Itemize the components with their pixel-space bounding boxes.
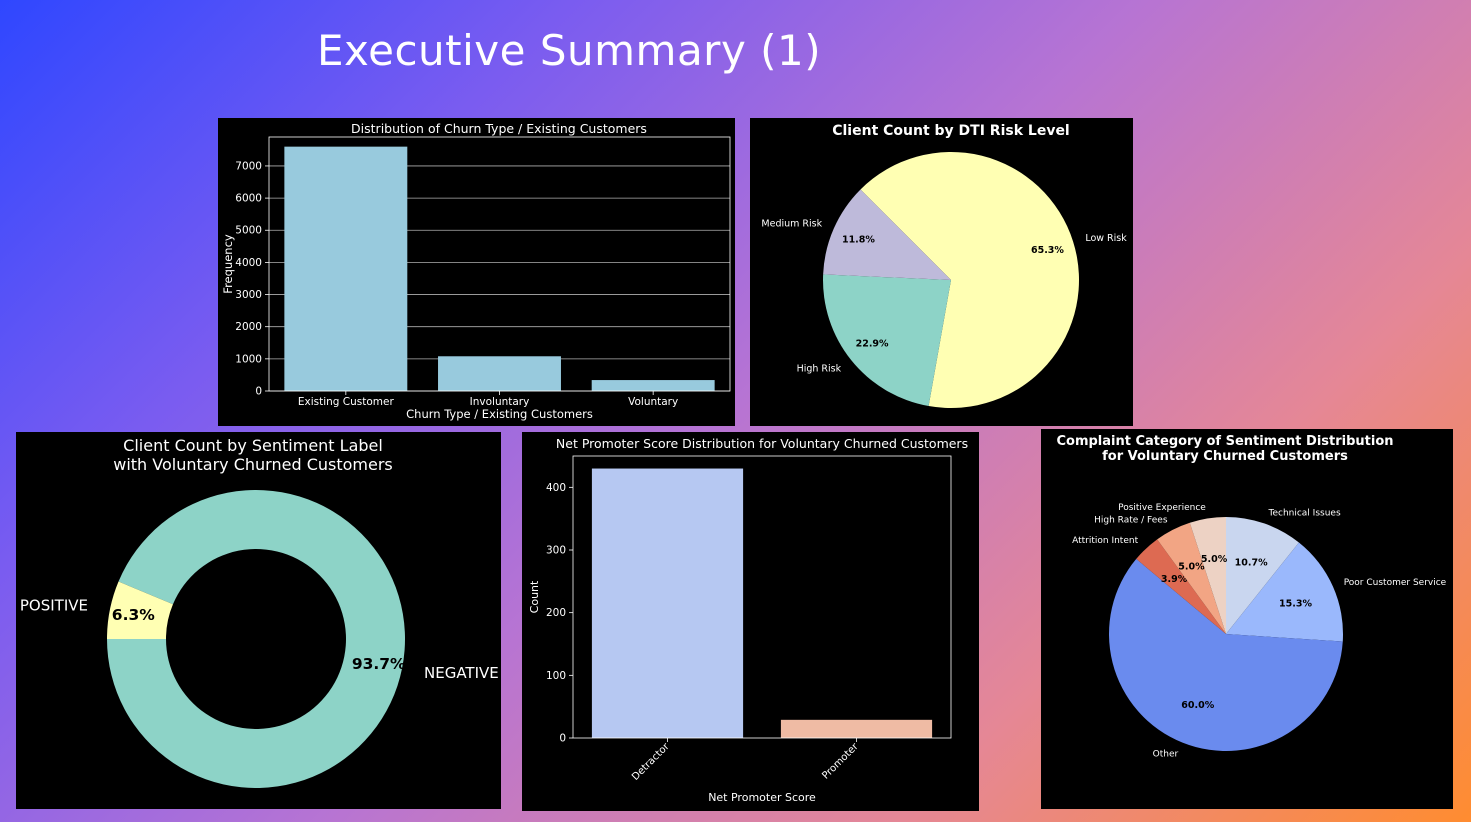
- x-axis-label: Churn Type / Existing Customers: [406, 407, 593, 421]
- chart-title: Net Promoter Score Distribution for Volu…: [556, 436, 968, 451]
- sentiment-svg: NEGATIVE 93.7% POSITIVE 6.3% Client Count by…: [20, 436, 499, 788]
- slice-pct-label: 5.0%: [1178, 562, 1205, 573]
- x-tick-label: Detractor: [630, 741, 672, 783]
- y-tick-label: 0: [255, 386, 262, 398]
- slice-label: Technical Issues: [1267, 509, 1340, 519]
- y-axis-label: Frequency: [221, 234, 235, 294]
- x-tick-label: Voluntary: [628, 396, 678, 408]
- chart-title: Client Count by DTI Risk Level: [832, 123, 1070, 139]
- nps-chart: 0 100 200 300 400 Detractor Promoter Net Promot…: [522, 432, 979, 811]
- bar-voluntary: [591, 380, 715, 391]
- chart-title: Distribution of Churn Type / Existing Cu…: [351, 121, 647, 136]
- y-tick-label: 3000: [235, 289, 262, 301]
- slice-high-rate-fees: [1157, 522, 1226, 634]
- x-tick-label: Involuntary: [470, 396, 530, 408]
- slice-label: Medium Risk: [761, 219, 822, 230]
- slice-label: POSITIVE: [20, 597, 88, 615]
- x-tick-label: Promoter: [820, 741, 861, 782]
- slice-label: High Risk: [797, 363, 842, 374]
- y-tick-label: 5000: [235, 225, 262, 237]
- slice-pct-label: 22.9%: [856, 339, 889, 350]
- y-tick-label: 200: [546, 607, 566, 619]
- dti-risk-svg: Low Risk 65.3% High Risk 22.9% Medium Risk 11…: [761, 123, 1127, 408]
- x-tick-label: Existing Customer: [298, 396, 395, 408]
- slice-label: NEGATIVE: [424, 664, 499, 682]
- sentiment-chart: NEGATIVE 93.7% POSITIVE 6.3% Client Count by…: [16, 432, 501, 809]
- slice-label: High Rate / Fees: [1094, 516, 1168, 526]
- churn-type-svg: 0 1000 2000 3000 4000 5000 6000 7000 Existing Cu…: [221, 121, 731, 421]
- y-tick-label: 2000: [235, 321, 262, 333]
- y-tick-label: 7000: [235, 160, 262, 172]
- slice-pct-label: 3.9%: [1161, 574, 1188, 585]
- slice-poor-customer-service: [1226, 542, 1343, 642]
- bar-existing-customer: [284, 146, 408, 391]
- slice-high-risk: [823, 274, 951, 407]
- y-tick-label: 6000: [235, 193, 262, 205]
- y-tick-label: 4000: [235, 257, 262, 269]
- complaint-chart: Technical Issues 10.7% Poor Customer Servi…: [1041, 429, 1453, 809]
- chart-title: Complaint Category of Sentiment Distribu…: [1056, 434, 1393, 449]
- slice-label: Attrition Intent: [1072, 536, 1138, 546]
- chart-title: with Voluntary Churned Customers: [113, 455, 393, 474]
- dti-risk-chart: Low Risk 65.3% High Risk 22.9% Medium Risk 11…: [750, 118, 1133, 426]
- slice-low-risk: [860, 152, 1079, 408]
- nps-svg: 0 100 200 300 400 Detractor Promoter Net Promot…: [528, 436, 968, 804]
- y-tick-label: 100: [546, 670, 566, 682]
- chart-title: for Voluntary Churned Customers: [1102, 449, 1348, 464]
- slice-pct-label: 5.0%: [1201, 554, 1228, 565]
- bar-promoter: [780, 719, 933, 738]
- chart-title: Client Count by Sentiment Label: [123, 436, 383, 455]
- slice-label: Positive Experience: [1118, 503, 1206, 513]
- slice-positive-experience: [1189, 517, 1226, 634]
- slice-pct-label: 65.3%: [1031, 245, 1064, 256]
- slice-pct-label: 93.7%: [352, 655, 406, 673]
- slice-attrition-intent: [1136, 539, 1226, 634]
- slice-positive: [107, 581, 173, 639]
- slice-label: Other: [1153, 750, 1179, 760]
- axes-frame: [572, 455, 952, 739]
- slice-pct-label: 10.7%: [1235, 558, 1268, 569]
- bar-detractor: [591, 468, 744, 738]
- slice-medium-risk: [823, 189, 951, 280]
- slice-other: [1109, 558, 1343, 751]
- slice-pct-label: 6.3%: [112, 606, 155, 624]
- slice-technical-issues: [1226, 517, 1299, 634]
- slice-pct-label: 11.8%: [842, 235, 875, 246]
- y-tick-label: 300: [546, 545, 566, 557]
- slice-negative: [107, 490, 405, 788]
- slice-label: Low Risk: [1085, 233, 1127, 244]
- slice-pct-label: 60.0%: [1181, 700, 1214, 711]
- y-tick-label: 0: [559, 733, 566, 745]
- churn-type-chart: 0 1000 2000 3000 4000 5000 6000 7000 Existing Cu…: [218, 118, 735, 426]
- slice-pct-label: 15.3%: [1279, 599, 1312, 610]
- bar-involuntary: [438, 356, 561, 391]
- slice-label: Poor Customer Service: [1344, 578, 1447, 588]
- x-axis-label: Net Promoter Score: [708, 791, 816, 804]
- y-tick-label: 400: [546, 482, 566, 494]
- y-tick-label: 1000: [235, 353, 262, 365]
- slide-title: Executive Summary (1): [317, 26, 822, 75]
- complaint-svg: Technical Issues 10.7% Poor Customer Servi…: [1056, 434, 1447, 760]
- axes-frame: [268, 136, 731, 392]
- y-axis-label: Count: [528, 580, 541, 613]
